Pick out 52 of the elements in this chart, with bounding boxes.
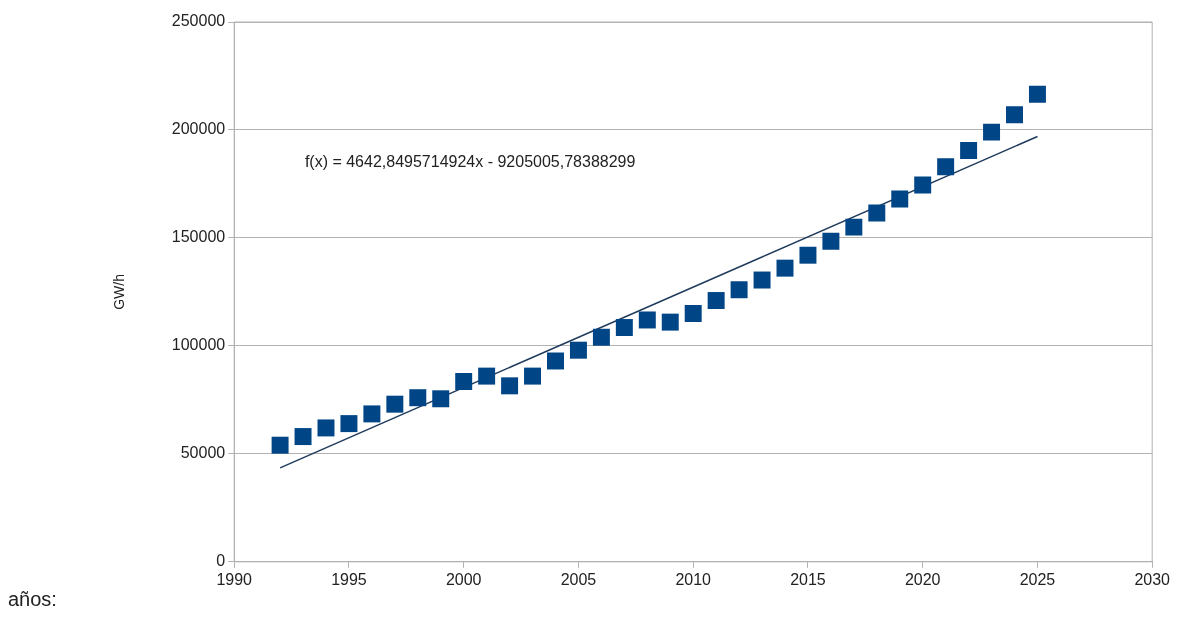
point — [799, 246, 817, 264]
annotation: f(x) = 4642,8495714924x - 9205005,78388299 — [304, 152, 636, 170]
x-tick-label: 2000 — [445, 570, 482, 588]
point — [983, 123, 1001, 141]
point — [386, 395, 404, 413]
point — [478, 367, 496, 385]
point — [547, 352, 564, 370]
point — [271, 436, 289, 454]
point — [455, 373, 473, 390]
point — [960, 141, 978, 159]
point — [868, 204, 886, 222]
point — [317, 419, 335, 437]
point — [891, 190, 909, 208]
point — [914, 176, 932, 194]
point — [822, 232, 840, 250]
y-tick-label: 250000 — [171, 12, 226, 30]
point — [409, 389, 427, 407]
x-tick-label: 2030 — [1134, 570, 1171, 588]
point — [753, 271, 771, 289]
x-tick-label: 2005 — [560, 570, 597, 588]
point — [707, 292, 725, 310]
point — [569, 341, 587, 359]
point — [615, 319, 633, 337]
point — [1028, 85, 1046, 103]
y-tick-label: 0 — [216, 552, 226, 570]
point — [501, 377, 519, 395]
point — [661, 313, 679, 331]
y-tick-label: 200000 — [171, 120, 226, 138]
x-tick-label: 2015 — [790, 570, 826, 588]
x-tick-label: 1990 — [216, 570, 253, 588]
point — [638, 311, 656, 329]
point — [363, 405, 381, 423]
x-tick-label: 2020 — [904, 570, 941, 588]
point — [294, 428, 312, 446]
point — [432, 390, 450, 408]
y-tick-label: 100000 — [171, 336, 226, 354]
point — [937, 158, 955, 176]
point — [684, 305, 702, 322]
point — [730, 281, 748, 299]
point — [1006, 106, 1023, 124]
y-tick-label: 50000 — [180, 444, 226, 462]
x-tick-label: 2025 — [1019, 570, 1056, 588]
point — [524, 367, 542, 385]
text: años: — [8, 588, 57, 611]
y-tick-label: 150000 — [171, 228, 226, 246]
point — [592, 328, 610, 346]
point — [845, 218, 863, 236]
x-tick-label: 2010 — [675, 570, 712, 588]
x-tick-label: 1995 — [331, 570, 367, 588]
y-axis-title: GW/h — [111, 274, 128, 310]
point — [340, 415, 358, 433]
point — [776, 259, 794, 277]
